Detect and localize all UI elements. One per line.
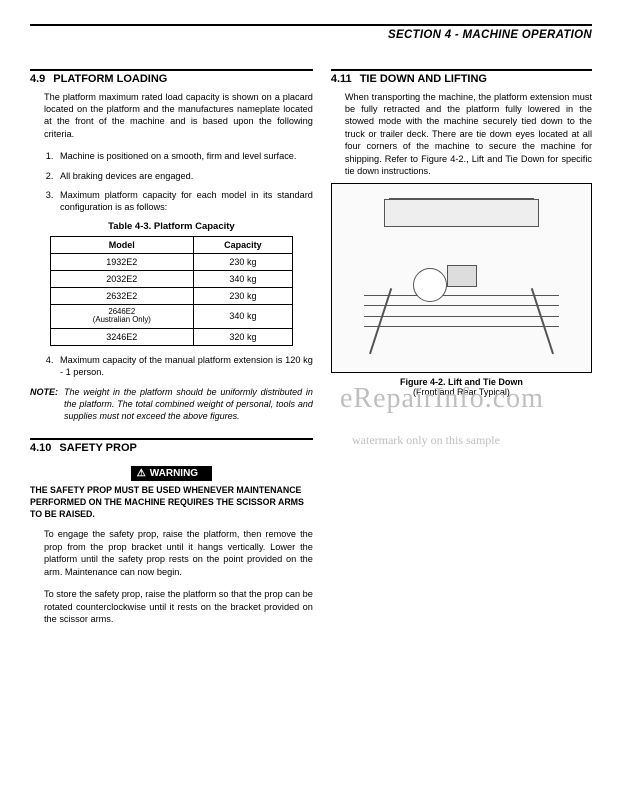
- note-text: The weight in the platform should be uni…: [64, 386, 313, 422]
- intro-paragraph: The platform maximum rated load capacity…: [30, 91, 313, 141]
- table-cell: 3246E2: [50, 329, 193, 346]
- list-item: All braking devices are engaged.: [56, 170, 313, 182]
- list-item: Maximum capacity of the manual platform …: [56, 354, 313, 379]
- table-header: Model: [50, 236, 193, 253]
- table-cell: 2632E2: [50, 287, 193, 304]
- figure-caption: Figure 4-2. Lift and Tie Down (Front and…: [331, 377, 592, 397]
- body-paragraph: When transporting the machine, the platf…: [331, 91, 592, 178]
- figure-caption-sub: (Front and Rear Typical): [413, 387, 510, 397]
- two-column-layout: 4.9 PLATFORM LOADING The platform maximu…: [30, 69, 592, 625]
- section-4-10-heading: 4.10 SAFETY PROP: [30, 442, 313, 454]
- document-page: SECTION 4 - MACHINE OPERATION 4.9 PLATFO…: [0, 0, 622, 645]
- section-title: PLATFORM LOADING: [53, 73, 167, 85]
- right-column: 4.11 TIE DOWN AND LIFTING When transport…: [331, 69, 592, 625]
- body-paragraph: To store the safety prop, raise the plat…: [30, 588, 313, 625]
- table-cell: 230 kg: [193, 287, 292, 304]
- table-cell: 2032E2: [50, 270, 193, 287]
- body-paragraph: To engage the safety prop, raise the pla…: [30, 528, 313, 578]
- note-label: NOTE:: [30, 386, 58, 422]
- table-cell: 2646E2(Australian Only): [50, 304, 193, 328]
- section-number: 4.9: [30, 73, 45, 85]
- list-item: Machine is positioned on a smooth, firm …: [56, 150, 313, 162]
- section-rule: [30, 69, 313, 71]
- section-rule: [331, 69, 592, 71]
- header-rule: [30, 24, 592, 26]
- section-rule: [30, 438, 313, 440]
- warning-badge: WARNING: [131, 466, 212, 481]
- section-4-9-heading: 4.9 PLATFORM LOADING: [30, 73, 313, 85]
- platform-capacity-table: Model Capacity 1932E2230 kg 2032E2340 kg…: [50, 236, 293, 346]
- section-title: TIE DOWN AND LIFTING: [360, 73, 487, 85]
- section-title: SAFETY PROP: [59, 442, 136, 454]
- figure-4-2: [331, 183, 592, 373]
- section-header: SECTION 4 - MACHINE OPERATION: [30, 29, 592, 41]
- machine-illustration: [340, 192, 583, 364]
- warning-text: THE SAFETY PROP MUST BE USED WHENEVER MA…: [30, 485, 313, 521]
- section-number: 4.10: [30, 442, 51, 454]
- table-cell: 230 kg: [193, 253, 292, 270]
- section-number: 4.11: [331, 73, 352, 85]
- table-cell: 1932E2: [50, 253, 193, 270]
- table-caption: Table 4-3. Platform Capacity: [30, 221, 313, 232]
- table-cell: 320 kg: [193, 329, 292, 346]
- table-cell: 340 kg: [193, 304, 292, 328]
- criteria-list: Machine is positioned on a smooth, firm …: [30, 150, 313, 214]
- left-column: 4.9 PLATFORM LOADING The platform maximu…: [30, 69, 313, 625]
- table-header: Capacity: [193, 236, 292, 253]
- section-4-11-heading: 4.11 TIE DOWN AND LIFTING: [331, 73, 592, 85]
- table-cell: 340 kg: [193, 270, 292, 287]
- note-block: NOTE: The weight in the platform should …: [30, 386, 313, 422]
- list-item: Maximum platform capacity for each model…: [56, 189, 313, 214]
- figure-caption-title: Figure 4-2. Lift and Tie Down: [400, 377, 523, 387]
- criteria-list-cont: Maximum capacity of the manual platform …: [30, 354, 313, 379]
